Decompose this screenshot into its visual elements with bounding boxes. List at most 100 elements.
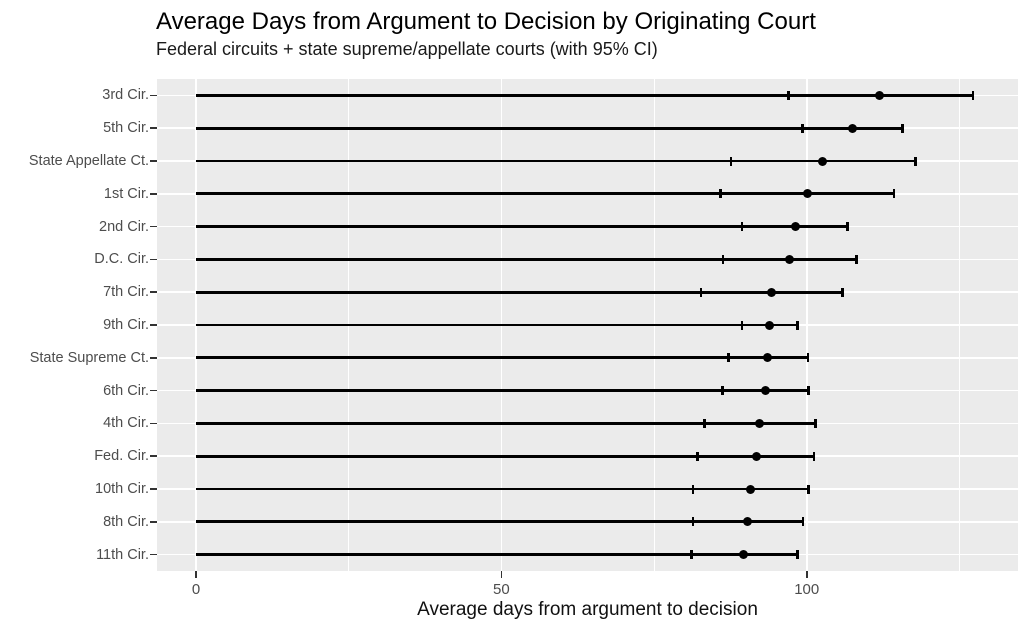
stem-line xyxy=(196,258,857,261)
ci-cap-high xyxy=(846,222,849,232)
y-axis-tick xyxy=(150,291,157,294)
ci-cap-high xyxy=(971,90,975,100)
ci-cap-high xyxy=(801,517,805,527)
mean-dot xyxy=(739,550,749,560)
stem-line xyxy=(196,454,815,458)
ci-cap-low xyxy=(727,353,730,363)
stem-line xyxy=(196,323,798,327)
ci-cap-low xyxy=(719,189,722,199)
stem-line xyxy=(196,225,848,228)
x-axis-tick xyxy=(805,571,808,578)
mean-dot xyxy=(802,189,812,199)
mean-dot xyxy=(763,353,773,363)
stem-line xyxy=(196,290,843,294)
ci-cap-low xyxy=(729,156,733,166)
y-axis-tick xyxy=(150,324,157,326)
ci-cap-low xyxy=(690,550,693,560)
ci-cap-low xyxy=(703,418,707,428)
ci-cap-low xyxy=(721,254,725,264)
ci-cap-high xyxy=(812,451,816,461)
y-axis-label: 10th Cir. xyxy=(95,481,149,497)
y-axis-tick xyxy=(150,94,157,97)
y-axis-tick xyxy=(150,389,157,392)
y-axis-tick xyxy=(150,521,157,523)
stem-line xyxy=(196,159,916,163)
ci-cap-low xyxy=(801,123,804,133)
mean-dot xyxy=(818,156,828,166)
y-axis-tick xyxy=(150,160,157,162)
ci-cap-high xyxy=(796,550,799,560)
ci-cap-high xyxy=(892,189,896,199)
plot-panel xyxy=(157,79,1018,571)
y-axis-label: 6th Cir. xyxy=(103,382,149,399)
y-axis-tick xyxy=(150,357,157,359)
mean-dot xyxy=(875,90,885,100)
ci-cap-low xyxy=(721,386,724,396)
ci-cap-high xyxy=(914,156,917,166)
y-axis-label: 2nd Cir. xyxy=(99,218,149,235)
y-axis-tick xyxy=(150,127,157,130)
ci-cap-low xyxy=(696,451,699,461)
chart-title: Average Days from Argument to Decision b… xyxy=(156,8,816,35)
stem-line xyxy=(196,553,798,556)
y-axis-label: D.C. Cir. xyxy=(94,251,149,268)
ci-cap-low xyxy=(787,90,790,100)
ci-cap-high xyxy=(841,287,845,297)
y-axis-label: State Appellate Ct. xyxy=(28,153,149,169)
stem-line xyxy=(196,94,973,97)
stem-line xyxy=(196,487,809,491)
ci-cap-high xyxy=(901,123,904,133)
x-axis-tick-label: 50 xyxy=(493,581,510,598)
y-axis-label: State Supreme Ct. xyxy=(29,349,149,366)
x-axis-tick-label: 0 xyxy=(191,581,201,598)
mean-dot xyxy=(742,517,752,527)
stem-line xyxy=(196,126,903,130)
mean-dot xyxy=(751,451,761,461)
y-axis-label: Fed. Cir. xyxy=(94,448,149,465)
stem-line xyxy=(196,422,816,425)
mean-dot xyxy=(848,123,858,133)
mean-dot xyxy=(785,254,795,264)
y-axis-label: 11th Cir. xyxy=(96,546,149,563)
x-axis-tick-label: 100 xyxy=(794,581,820,598)
x-major-gridline xyxy=(805,79,808,571)
x-major-gridline xyxy=(195,79,197,571)
mean-dot xyxy=(755,418,765,428)
ci-cap-low xyxy=(691,484,695,494)
y-axis-label: 4th Cir. xyxy=(103,415,149,432)
y-axis-tick xyxy=(150,225,157,228)
ci-cap-low xyxy=(691,517,695,527)
mean-dot xyxy=(791,222,801,232)
x-axis-title: Average days from argument to decision xyxy=(417,599,758,620)
ci-cap-high xyxy=(855,254,859,264)
ci-cap-low xyxy=(699,287,703,297)
stem-line xyxy=(196,389,809,392)
x-axis-tick xyxy=(195,571,197,578)
stem-line xyxy=(196,356,808,360)
mean-dot xyxy=(761,386,771,396)
y-axis-label: 1st Cir. xyxy=(103,185,149,202)
y-axis-tick xyxy=(150,258,157,261)
ci-cap-high xyxy=(807,484,810,494)
y-axis-label: 9th Cir. xyxy=(103,317,149,333)
y-axis-label: 5th Cir. xyxy=(103,120,149,137)
y-axis-tick xyxy=(150,193,157,195)
ci-cap-high xyxy=(807,386,810,396)
y-axis-label: 3rd Cir. xyxy=(102,87,149,104)
ci-cap-high xyxy=(813,418,817,428)
x-minor-gridline xyxy=(958,79,960,571)
y-axis-label: 8th Cir. xyxy=(103,513,149,530)
y-axis-tick xyxy=(150,455,157,458)
mean-dot xyxy=(764,320,774,330)
y-axis-tick xyxy=(150,553,157,556)
y-axis-tick xyxy=(150,488,157,490)
ci-cap-high xyxy=(806,353,810,363)
ci-cap-low xyxy=(740,320,744,330)
stem-line xyxy=(196,520,804,524)
x-axis-tick xyxy=(500,571,503,578)
y-axis-tick xyxy=(150,422,157,425)
y-axis-label: 7th Cir. xyxy=(103,284,149,301)
ci-cap-high xyxy=(796,320,799,330)
mean-dot xyxy=(767,287,777,297)
